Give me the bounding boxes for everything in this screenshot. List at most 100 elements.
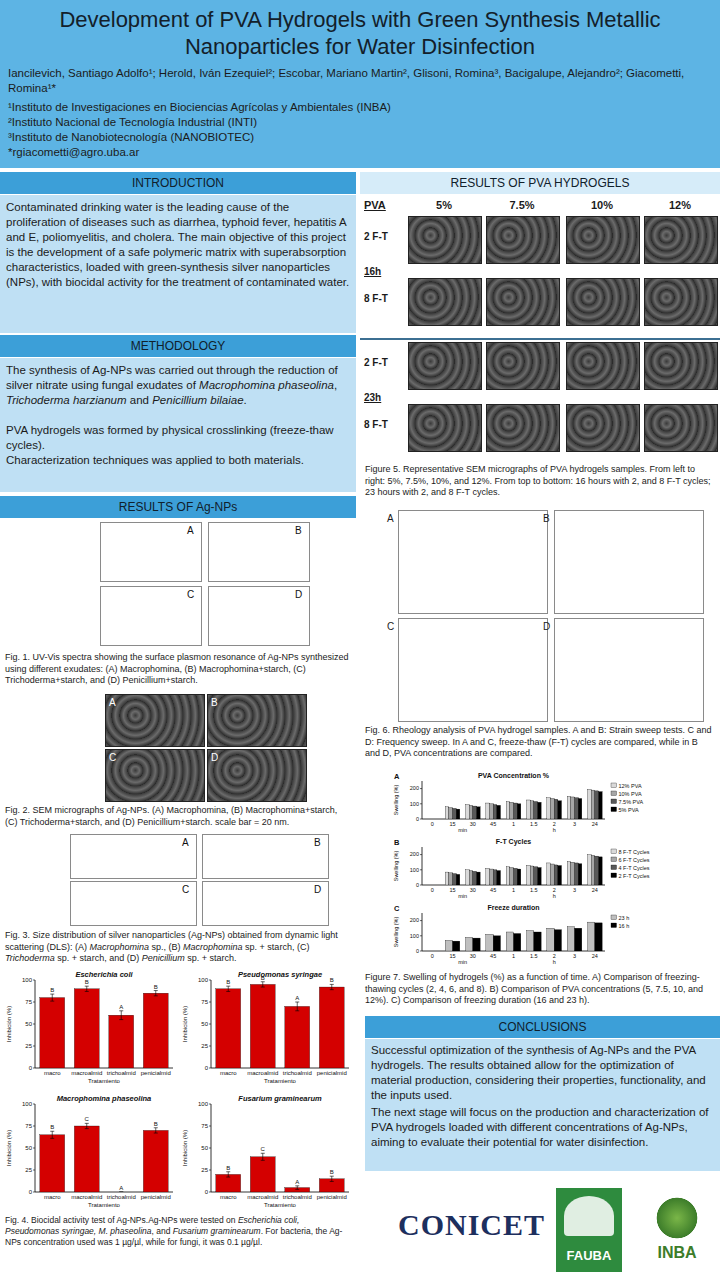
bar xyxy=(436,819,440,820)
error-bar xyxy=(85,1123,89,1128)
label: 200 xyxy=(410,917,419,923)
bar xyxy=(530,801,534,819)
column-head: 5% xyxy=(408,199,480,211)
bar xyxy=(567,927,574,951)
marks xyxy=(40,986,168,1068)
label: C xyxy=(85,1116,90,1122)
label: 1.5 xyxy=(530,953,538,959)
label: 200 xyxy=(410,851,419,857)
bar xyxy=(432,819,436,820)
error-bar xyxy=(50,1131,54,1138)
bar xyxy=(554,930,561,951)
plot-panel: B xyxy=(208,522,310,582)
legend-swatch xyxy=(611,783,617,788)
bar xyxy=(490,804,494,819)
error-bar xyxy=(154,991,158,996)
label: 100 xyxy=(410,867,419,873)
label: macroalmid xyxy=(71,1194,102,1200)
bar xyxy=(109,1192,134,1193)
caption: Fig. 2. SEM micrographs of Ag-NPs. (A) M… xyxy=(5,805,350,828)
plot-panel: D xyxy=(208,586,310,646)
micrograph xyxy=(486,216,560,264)
section-heading: CONCLUSIONS xyxy=(365,1016,720,1038)
label: 0 xyxy=(431,953,434,959)
plot-panel: A xyxy=(398,510,548,614)
bar xyxy=(554,799,558,819)
label: Inhibición (%) xyxy=(6,1006,12,1042)
bar xyxy=(469,805,473,819)
label: Escherichia coli xyxy=(75,970,133,979)
bar xyxy=(558,866,562,885)
bar xyxy=(537,868,541,885)
label: 25 xyxy=(25,1167,32,1173)
bar xyxy=(432,951,439,952)
label: Freeze duration xyxy=(487,904,539,911)
section-heading: METHODOLOGY xyxy=(0,335,356,357)
y-tick xyxy=(33,1002,35,1003)
bar xyxy=(588,922,595,951)
label: PVA Concentration % xyxy=(478,772,550,779)
y-tick xyxy=(420,854,422,855)
label: 3 xyxy=(573,821,576,827)
bar xyxy=(530,866,534,885)
chart: PVA Concentration %A0100200Swelling (%)0… xyxy=(392,770,667,834)
micrograph: B xyxy=(207,694,307,747)
label: 45 xyxy=(490,953,496,959)
marks xyxy=(445,855,602,885)
panel-letter: D xyxy=(295,589,307,600)
label: 75 xyxy=(25,999,32,1005)
label: macro xyxy=(44,1070,61,1076)
label: min xyxy=(458,893,467,899)
bar xyxy=(74,989,99,1068)
label: min xyxy=(458,959,467,965)
bar xyxy=(490,869,494,885)
label: Tratamiento xyxy=(88,1078,120,1084)
bar xyxy=(497,871,501,885)
label: 12% PVA xyxy=(619,783,642,789)
bar xyxy=(514,934,521,951)
label: Macrophomina phaseolina xyxy=(57,1094,152,1103)
label: macroalmid xyxy=(247,1070,278,1076)
intro-text: Contaminated drinking water is the leadi… xyxy=(6,200,350,290)
text-run: PVA hydrogels was formed by physical cro… xyxy=(6,424,334,451)
y-tick xyxy=(33,1068,35,1069)
label: 25 xyxy=(201,1167,208,1173)
label: macro xyxy=(220,1194,237,1200)
label: 0 xyxy=(416,882,419,888)
bar xyxy=(517,804,521,819)
label: 45 xyxy=(490,821,496,827)
bar xyxy=(537,802,541,819)
row-label: 8 F-T xyxy=(364,293,408,304)
bar xyxy=(571,797,575,819)
bar xyxy=(456,809,460,819)
text-run: Fusarium graminearum xyxy=(173,1226,261,1236)
bar xyxy=(575,798,579,819)
bar xyxy=(578,864,582,885)
y-tick xyxy=(420,819,422,820)
y-tick xyxy=(209,1068,211,1069)
bar xyxy=(493,870,497,885)
logo-shape xyxy=(564,1196,614,1236)
label: 100 xyxy=(22,1101,33,1107)
bar xyxy=(425,951,432,952)
panel-letter: A xyxy=(187,525,199,536)
label: 0 xyxy=(431,821,434,827)
label: Swelling (%) xyxy=(393,785,399,816)
divider xyxy=(360,338,720,340)
marks xyxy=(40,1123,168,1192)
bar xyxy=(534,867,538,885)
y-tick xyxy=(209,1170,211,1171)
label: 50 xyxy=(201,1145,208,1151)
label: 75 xyxy=(201,999,208,1005)
label: B xyxy=(85,979,89,985)
micrograph xyxy=(486,342,560,390)
panel-letter: A xyxy=(109,697,121,708)
y-tick xyxy=(33,1126,35,1127)
bar xyxy=(514,803,518,819)
label: F-T Cycles xyxy=(496,838,532,846)
plot-panel: B xyxy=(554,510,704,614)
bar xyxy=(571,862,575,885)
panel-letter: A xyxy=(387,513,397,524)
error-bar xyxy=(295,1186,299,1190)
label: 15 xyxy=(449,953,455,959)
